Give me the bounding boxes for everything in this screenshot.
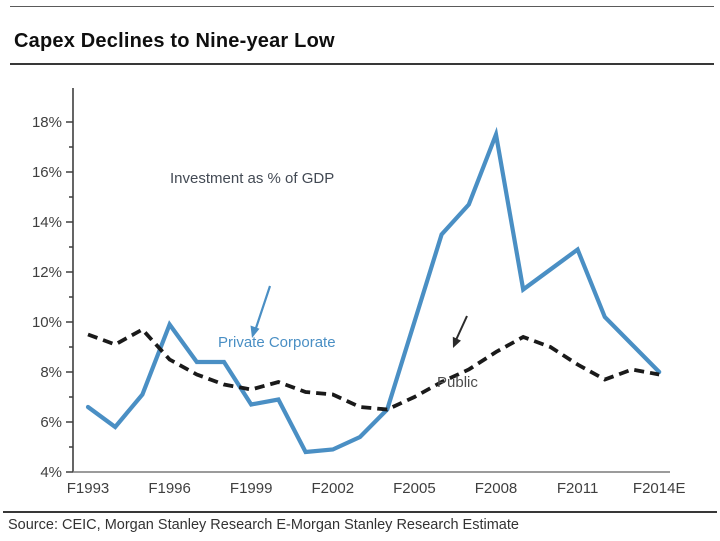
y-tick-label: 14% [32,214,62,231]
y-tick-label: 18% [32,114,62,131]
source-note: Source: CEIC, Morgan Stanley Research E-… [8,517,519,533]
x-tick-label: F2008 [475,480,518,497]
top-divider [10,6,714,7]
x-tick-label: F2005 [393,480,436,497]
chart-subtitle: Investment as % of GDP [170,170,335,187]
capex-line-chart: 4% 6% 8% 10% 12% 14% 16% 18% F1993 F1996 F1999 F200… [0,80,720,510]
page-title: Capex Declines to Nine-year Low [14,30,335,52]
x-tick-label: F2002 [312,480,355,497]
series-label-public: Public [437,374,478,391]
y-tick-label: 4% [40,464,62,481]
x-tick-label: F2014E [633,480,686,497]
x-tick-label: F2011 [557,480,598,497]
x-tick-label: F1996 [148,480,191,497]
y-tick-label: 12% [32,264,62,281]
y-tick-label: 10% [32,314,62,331]
x-tick-label: F1993 [67,480,110,497]
y-tick-label: 6% [40,414,62,431]
y-tick-label: 8% [40,364,62,381]
private-corporate-arrow-icon [250,285,272,338]
public-arrow-icon [452,315,468,348]
y-tick-label: 16% [32,164,62,181]
footer-divider [3,511,717,513]
series-line-public [87,327,660,412]
series-line-private-corporate [85,126,662,455]
series-label-private-corporate: Private Corporate [218,334,336,351]
title-divider [10,63,714,65]
series-layer [85,126,662,455]
axes-layer: 4% 6% 8% 10% 12% 14% 16% 18% F1993 F1996 F1999 F200… [32,88,686,497]
x-tick-label: F1999 [230,480,273,497]
chart-canvas: 4% 6% 8% 10% 12% 14% 16% 18% F1993 F1996 F1999 F200… [32,88,686,497]
